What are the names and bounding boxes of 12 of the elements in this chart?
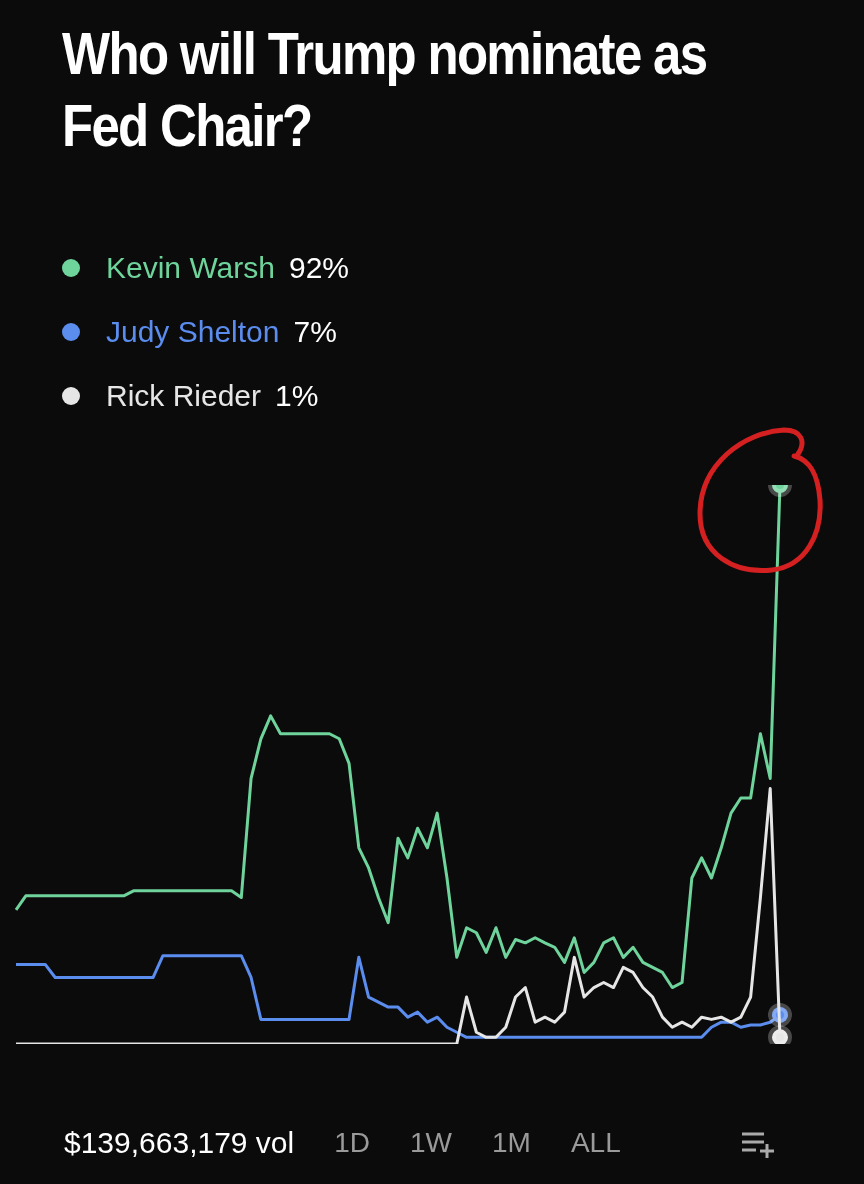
legend-label: Kevin Warsh (106, 251, 275, 285)
text: 1D (334, 1127, 370, 1159)
text: 1% (275, 379, 319, 413)
text: 1W (410, 1127, 452, 1159)
chart-title: Who will Trump nominate as Fed Chair? (62, 19, 708, 161)
text: $139,663,179 vol (64, 1126, 295, 1160)
legend-label: Rick Rieder (106, 379, 262, 413)
legend-label: Judy Shelton (106, 315, 280, 349)
text: 7% (293, 315, 337, 349)
text: ALL (570, 1127, 621, 1159)
text: 1M (492, 1127, 531, 1159)
text: 92% (288, 251, 349, 285)
